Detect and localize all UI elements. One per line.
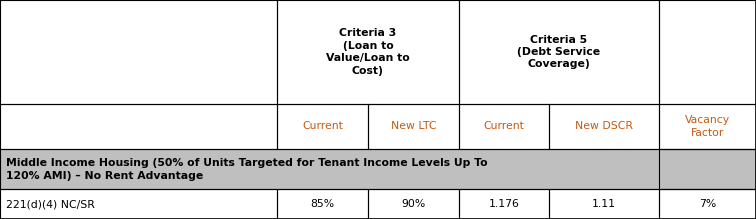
Bar xyxy=(368,189,459,219)
Bar xyxy=(368,189,459,219)
Bar xyxy=(368,104,459,149)
Text: 7%: 7% xyxy=(699,199,716,209)
Bar xyxy=(277,189,368,219)
Text: 1.176: 1.176 xyxy=(488,199,519,209)
Text: Current: Current xyxy=(484,122,525,131)
Bar xyxy=(277,0,459,104)
Bar xyxy=(0,0,277,104)
Bar xyxy=(0,104,277,149)
Bar xyxy=(277,104,368,149)
Text: Middle Income Housing (50% of Units Targeted for Tenant Income Levels Up To
120%: Middle Income Housing (50% of Units Targ… xyxy=(6,158,488,181)
Text: New LTC: New LTC xyxy=(391,122,436,131)
Bar xyxy=(550,104,658,149)
Bar xyxy=(0,104,277,149)
Bar xyxy=(658,189,756,219)
Text: Vacancy
Factor: Vacancy Factor xyxy=(685,115,730,138)
Bar xyxy=(550,104,658,149)
Bar xyxy=(550,189,658,219)
Bar xyxy=(658,149,756,189)
Bar xyxy=(658,104,756,149)
Text: New DSCR: New DSCR xyxy=(575,122,633,131)
Bar xyxy=(0,0,277,104)
Bar xyxy=(658,0,756,104)
Bar xyxy=(550,189,658,219)
Bar xyxy=(459,104,550,149)
Bar xyxy=(459,189,550,219)
Text: 221(d)(4) NC/SR: 221(d)(4) NC/SR xyxy=(6,199,95,209)
Bar xyxy=(0,189,277,219)
Bar xyxy=(459,189,550,219)
Bar xyxy=(459,0,658,104)
Bar xyxy=(459,0,658,104)
Bar xyxy=(658,189,756,219)
Bar xyxy=(277,189,368,219)
Text: Criteria 5
(Debt Service
Coverage): Criteria 5 (Debt Service Coverage) xyxy=(517,35,600,69)
Bar xyxy=(277,104,368,149)
Bar xyxy=(658,0,756,104)
Text: 90%: 90% xyxy=(401,199,426,209)
Bar xyxy=(0,149,756,189)
Bar xyxy=(459,104,550,149)
Text: Criteria 3
(Loan to
Value/Loan to
Cost): Criteria 3 (Loan to Value/Loan to Cost) xyxy=(326,28,410,76)
Bar xyxy=(277,0,459,104)
Bar xyxy=(0,189,277,219)
Text: Current: Current xyxy=(302,122,343,131)
Text: 85%: 85% xyxy=(311,199,335,209)
Bar xyxy=(0,149,756,189)
Bar xyxy=(368,104,459,149)
Text: 1.11: 1.11 xyxy=(592,199,616,209)
Bar xyxy=(658,104,756,149)
